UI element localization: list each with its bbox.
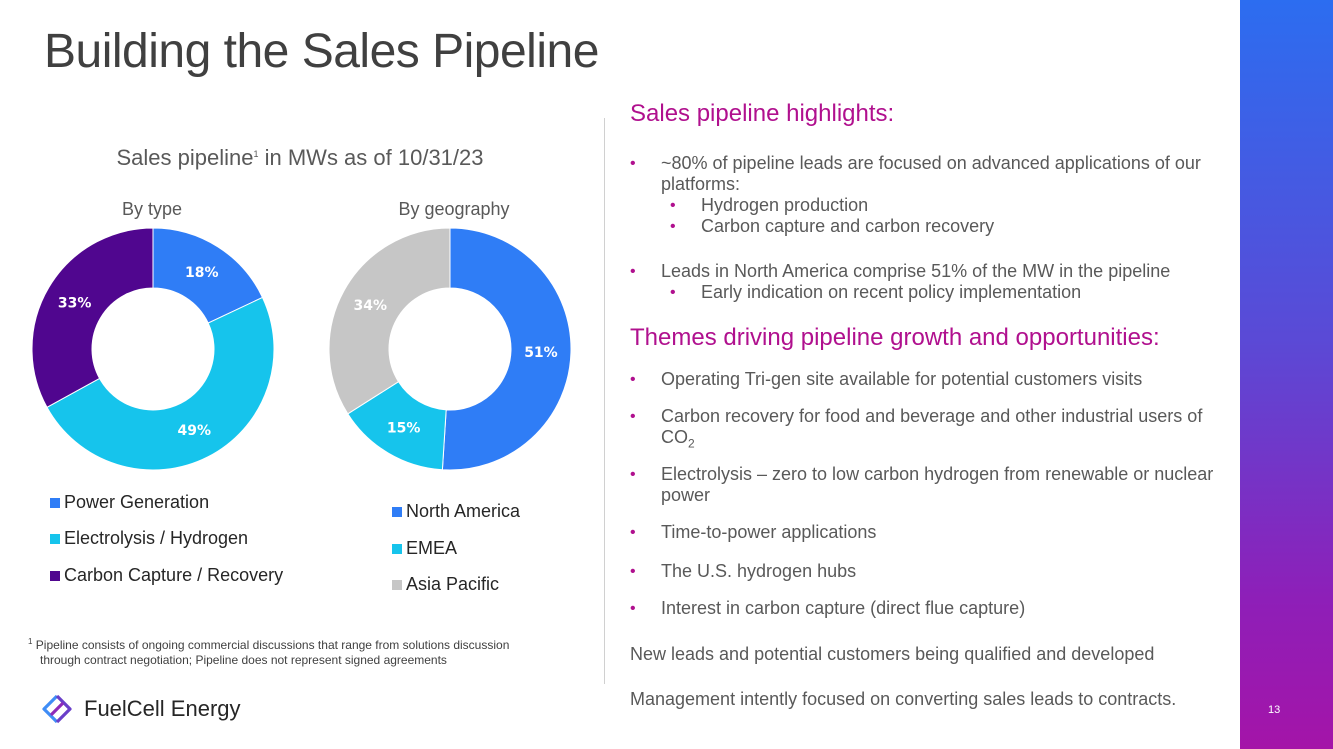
bullet-text: Interest in carbon capture (direct flue … [661, 598, 1026, 618]
bullet-icon: • [670, 284, 676, 301]
data-label-north-america: 51% [524, 345, 558, 361]
list-item: • Interest in carbon capture (direct flu… [630, 598, 1230, 619]
legend-swatch [392, 506, 402, 517]
list-item: • Time-to-power applications [630, 522, 1230, 543]
bullet-icon: • [630, 600, 636, 617]
highlights-heading: Sales pipeline highlights: [630, 100, 895, 127]
bullet-text: Operating Tri-gen site available for pot… [661, 369, 1143, 389]
themes-list-4: • Time-to-power applications [630, 522, 1230, 543]
bullet-icon: • [670, 197, 676, 214]
highlights-list-2: • Leads in North America comprise 51% of… [630, 261, 1230, 303]
legend-swatch [392, 543, 402, 554]
bullet-text: The U.S. hydrogen hubs [661, 561, 857, 581]
donut-slice-carbon-capture [31, 227, 154, 408]
legend-item-asia-pacific: Asia Pacific [392, 574, 499, 595]
legend-swatch [50, 497, 60, 508]
themes-list-1: • Operating Tri-gen site available for p… [630, 369, 1230, 390]
donut-slice-asia-pacific [328, 227, 451, 415]
legend-swatch [50, 570, 60, 581]
legend-label: Electrolysis / Hydrogen [64, 528, 249, 548]
legend-swatch [50, 533, 60, 544]
bullet-text: Hydrogen production [701, 195, 869, 215]
donut-chart-by-geography: 51% 15% 34% [328, 227, 572, 471]
bullet-icon: • [630, 563, 636, 580]
list-item: • Hydrogen production [630, 195, 1230, 216]
bullet-text: Early indication on recent policy implem… [701, 282, 1082, 302]
list-item: • ~80% of pipeline leads are focused on … [630, 153, 1230, 195]
donut-slice-electrolysis-hydrogen [46, 296, 275, 471]
legend-label: Carbon Capture / Recovery [64, 565, 284, 585]
legend-swatch [392, 579, 402, 590]
bullet-icon: • [670, 218, 676, 235]
list-item: • The U.S. hydrogen hubs [630, 561, 1230, 582]
closing-line-1: New leads and potential customers being … [630, 644, 1155, 664]
bullet-icon: • [630, 408, 636, 425]
list-item: • Carbon capture and carbon recovery [630, 216, 1230, 237]
footnote-marker: 1 [28, 637, 33, 646]
legend-label: North America [406, 501, 521, 521]
chart-section-title: Sales pipeline1 in MWs as of 10/31/23 [40, 145, 560, 171]
list-item: • Early indication on recent policy impl… [630, 282, 1230, 303]
data-label-carbon-capture: 33% [58, 296, 92, 312]
legend-label: EMEA [406, 538, 458, 558]
themes-list-2: • Carbon recovery for food and beverage … [630, 406, 1230, 455]
bullet-icon: • [630, 524, 636, 541]
bullet-text: Carbon capture and carbon recovery [701, 216, 995, 236]
bullet-icon: • [630, 466, 636, 483]
footnote-text: Pipeline consists of ongoing commercial … [35, 638, 510, 667]
data-label-asia-pacific: 34% [353, 298, 387, 314]
bullet-text: Carbon recovery for food and beverage an… [661, 406, 1203, 451]
footnote: 1 Pipeline consists of ongoing commercia… [28, 634, 528, 668]
chart-title-main: Sales pipeline [116, 145, 254, 170]
page-number: 13 [1268, 704, 1281, 716]
data-label-power-generation: 18% [185, 265, 219, 281]
legend-item-electrolysis-hydrogen: Electrolysis / Hydrogen [50, 528, 248, 549]
donut-slice-north-america [441, 227, 572, 471]
list-item: • Leads in North America comprise 51% of… [630, 261, 1230, 282]
legend-item-power-generation: Power Generation [50, 492, 209, 513]
list-item: • Electrolysis – zero to low carbon hydr… [630, 464, 1230, 506]
fuelcell-logo-icon [42, 694, 72, 724]
bullet-text: Leads in North America comprise 51% of t… [661, 261, 1171, 281]
data-label-emea: 15% [387, 420, 421, 436]
chart-title-footnote-marker: 1 [253, 149, 259, 159]
bullet-text-main: Carbon recovery for food and beverage an… [661, 406, 1203, 447]
column-divider [604, 118, 605, 684]
company-logo: FuelCell Energy [40, 694, 241, 724]
bullet-icon: • [630, 371, 636, 388]
bullet-text: ~80% of pipeline leads are focused on ad… [661, 153, 1201, 194]
chart-title-rest: in MWs as of 10/31/23 [258, 145, 484, 170]
bullet-icon: • [630, 155, 636, 172]
closing-line-2: Management intently focused on convertin… [630, 689, 1177, 709]
chart-title-by-type: By type [121, 199, 183, 219]
list-item: • Operating Tri-gen site available for p… [630, 369, 1230, 390]
decorative-side-bar [1240, 0, 1333, 749]
highlights-list: • ~80% of pipeline leads are focused on … [630, 153, 1230, 237]
legend-label: Asia Pacific [406, 574, 500, 594]
themes-heading: Themes driving pipeline growth and oppor… [630, 324, 1160, 351]
legend-label: Power Generation [64, 492, 210, 512]
legend-item-carbon-capture: Carbon Capture / Recovery [50, 565, 283, 586]
themes-list-3: • Electrolysis – zero to low carbon hydr… [630, 464, 1230, 506]
page-title: Building the Sales Pipeline [44, 25, 599, 78]
bullet-icon: • [630, 263, 636, 280]
list-item: • Carbon recovery for food and beverage … [630, 406, 1230, 455]
bullet-text: Time-to-power applications [661, 522, 877, 542]
legend-item-north-america: North America [392, 501, 520, 522]
logo-text: FuelCell Energy [84, 696, 241, 721]
bullet-text: Electrolysis – zero to low carbon hydrog… [661, 464, 1214, 505]
donut-chart-by-type: 18% 49% 33% [31, 227, 275, 471]
data-label-electrolysis-hydrogen: 49% [178, 423, 212, 439]
co2-subscript: 2 [688, 436, 695, 451]
chart-title-by-geography: By geography [398, 199, 510, 219]
themes-list-6: • Interest in carbon capture (direct flu… [630, 598, 1230, 619]
legend-item-emea: EMEA [392, 538, 457, 559]
themes-list-5: • The U.S. hydrogen hubs [630, 561, 1230, 582]
